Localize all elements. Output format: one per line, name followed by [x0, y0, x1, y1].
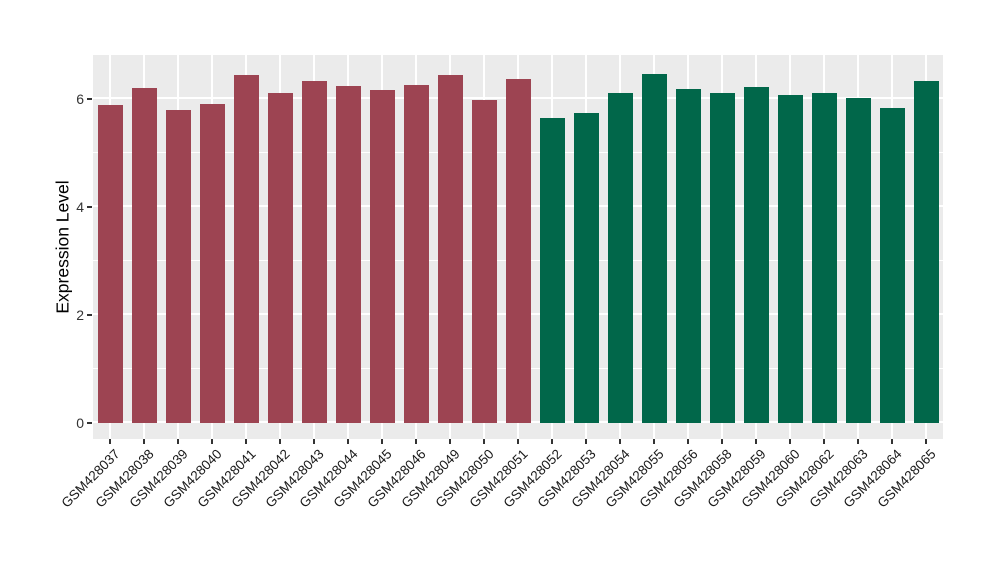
x-tick-mark-GSM428038: [143, 439, 145, 444]
x-tick-mark-GSM428042: [279, 439, 281, 444]
bar-GSM428043: [301, 81, 327, 423]
bar-GSM428037: [97, 105, 123, 423]
bar-GSM428042: [267, 93, 293, 423]
bar-GSM428059: [743, 87, 769, 423]
x-tick-mark-GSM428037: [109, 439, 111, 444]
bar-GSM428050: [471, 99, 497, 423]
bar-GSM428041: [233, 75, 259, 423]
bar-GSM428052: [539, 117, 565, 423]
x-tick-mark-GSM428063: [857, 439, 859, 444]
x-tick-mark-GSM428059: [755, 439, 757, 444]
x-tick-mark-GSM428051: [517, 439, 519, 444]
bar-GSM428040: [199, 104, 225, 423]
x-tick-mark-GSM428058: [721, 439, 723, 444]
bar-GSM428056: [675, 88, 701, 423]
plot-panel: [93, 55, 943, 439]
bar-GSM428060: [777, 95, 803, 423]
y-tick-label-4: 4: [76, 199, 84, 215]
x-tick-mark-GSM428054: [619, 439, 621, 444]
x-tick-mark-GSM428043: [313, 439, 315, 444]
x-tick-mark-GSM428055: [653, 439, 655, 444]
y-tick-label-6: 6: [76, 91, 84, 107]
x-tick-mark-GSM428064: [891, 439, 893, 444]
y-tick-mark-2: [87, 314, 92, 316]
x-tick-mark-GSM428056: [687, 439, 689, 444]
bar-GSM428063: [845, 97, 871, 423]
bar-GSM428058: [709, 93, 735, 423]
x-tick-mark-GSM428062: [823, 439, 825, 444]
bar-GSM428038: [131, 88, 157, 423]
bar-GSM428039: [165, 109, 191, 423]
x-tick-mark-GSM428041: [245, 439, 247, 444]
bar-GSM428044: [335, 85, 361, 423]
y-tick-mark-4: [87, 206, 92, 208]
bar-GSM428053: [573, 113, 599, 423]
bar-GSM428065: [913, 81, 939, 423]
y-tick-mark-6: [87, 98, 92, 100]
bar-GSM428064: [879, 108, 905, 423]
x-tick-mark-GSM428052: [551, 439, 553, 444]
x-tick-mark-GSM428053: [585, 439, 587, 444]
x-tick-mark-GSM428045: [381, 439, 383, 444]
bar-GSM428055: [641, 74, 667, 423]
bar-GSM428062: [811, 93, 837, 423]
bar-GSM428046: [403, 84, 429, 423]
x-tick-mark-GSM428050: [483, 439, 485, 444]
x-tick-mark-GSM428039: [177, 439, 179, 444]
x-tick-mark-GSM428044: [347, 439, 349, 444]
bar-GSM428045: [369, 90, 395, 423]
bar-GSM428049: [437, 75, 463, 423]
x-tick-mark-GSM428060: [789, 439, 791, 444]
bar-GSM428051: [505, 79, 531, 423]
x-tick-mark-GSM428049: [449, 439, 451, 444]
y-tick-mark-0: [87, 422, 92, 424]
y-tick-label-0: 0: [76, 415, 84, 431]
x-tick-mark-GSM428040: [211, 439, 213, 444]
x-tick-mark-GSM428065: [925, 439, 927, 444]
bar-GSM428054: [607, 93, 633, 423]
y-tick-label-2: 2: [76, 307, 84, 323]
x-tick-mark-GSM428046: [415, 439, 417, 444]
